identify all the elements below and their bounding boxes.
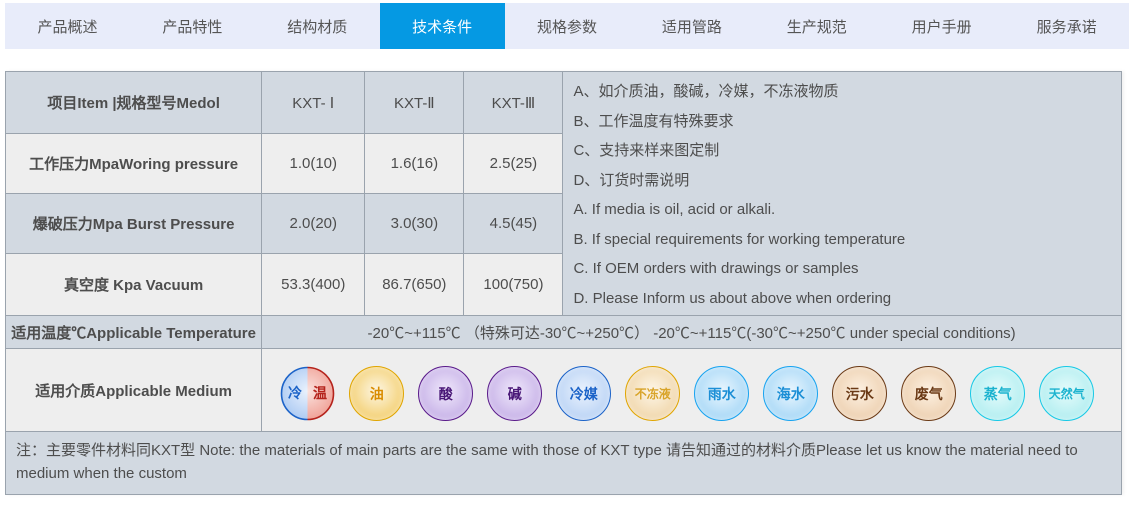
svg-text:温: 温 [313, 385, 327, 401]
svg-text:冷: 冷 [288, 385, 302, 401]
